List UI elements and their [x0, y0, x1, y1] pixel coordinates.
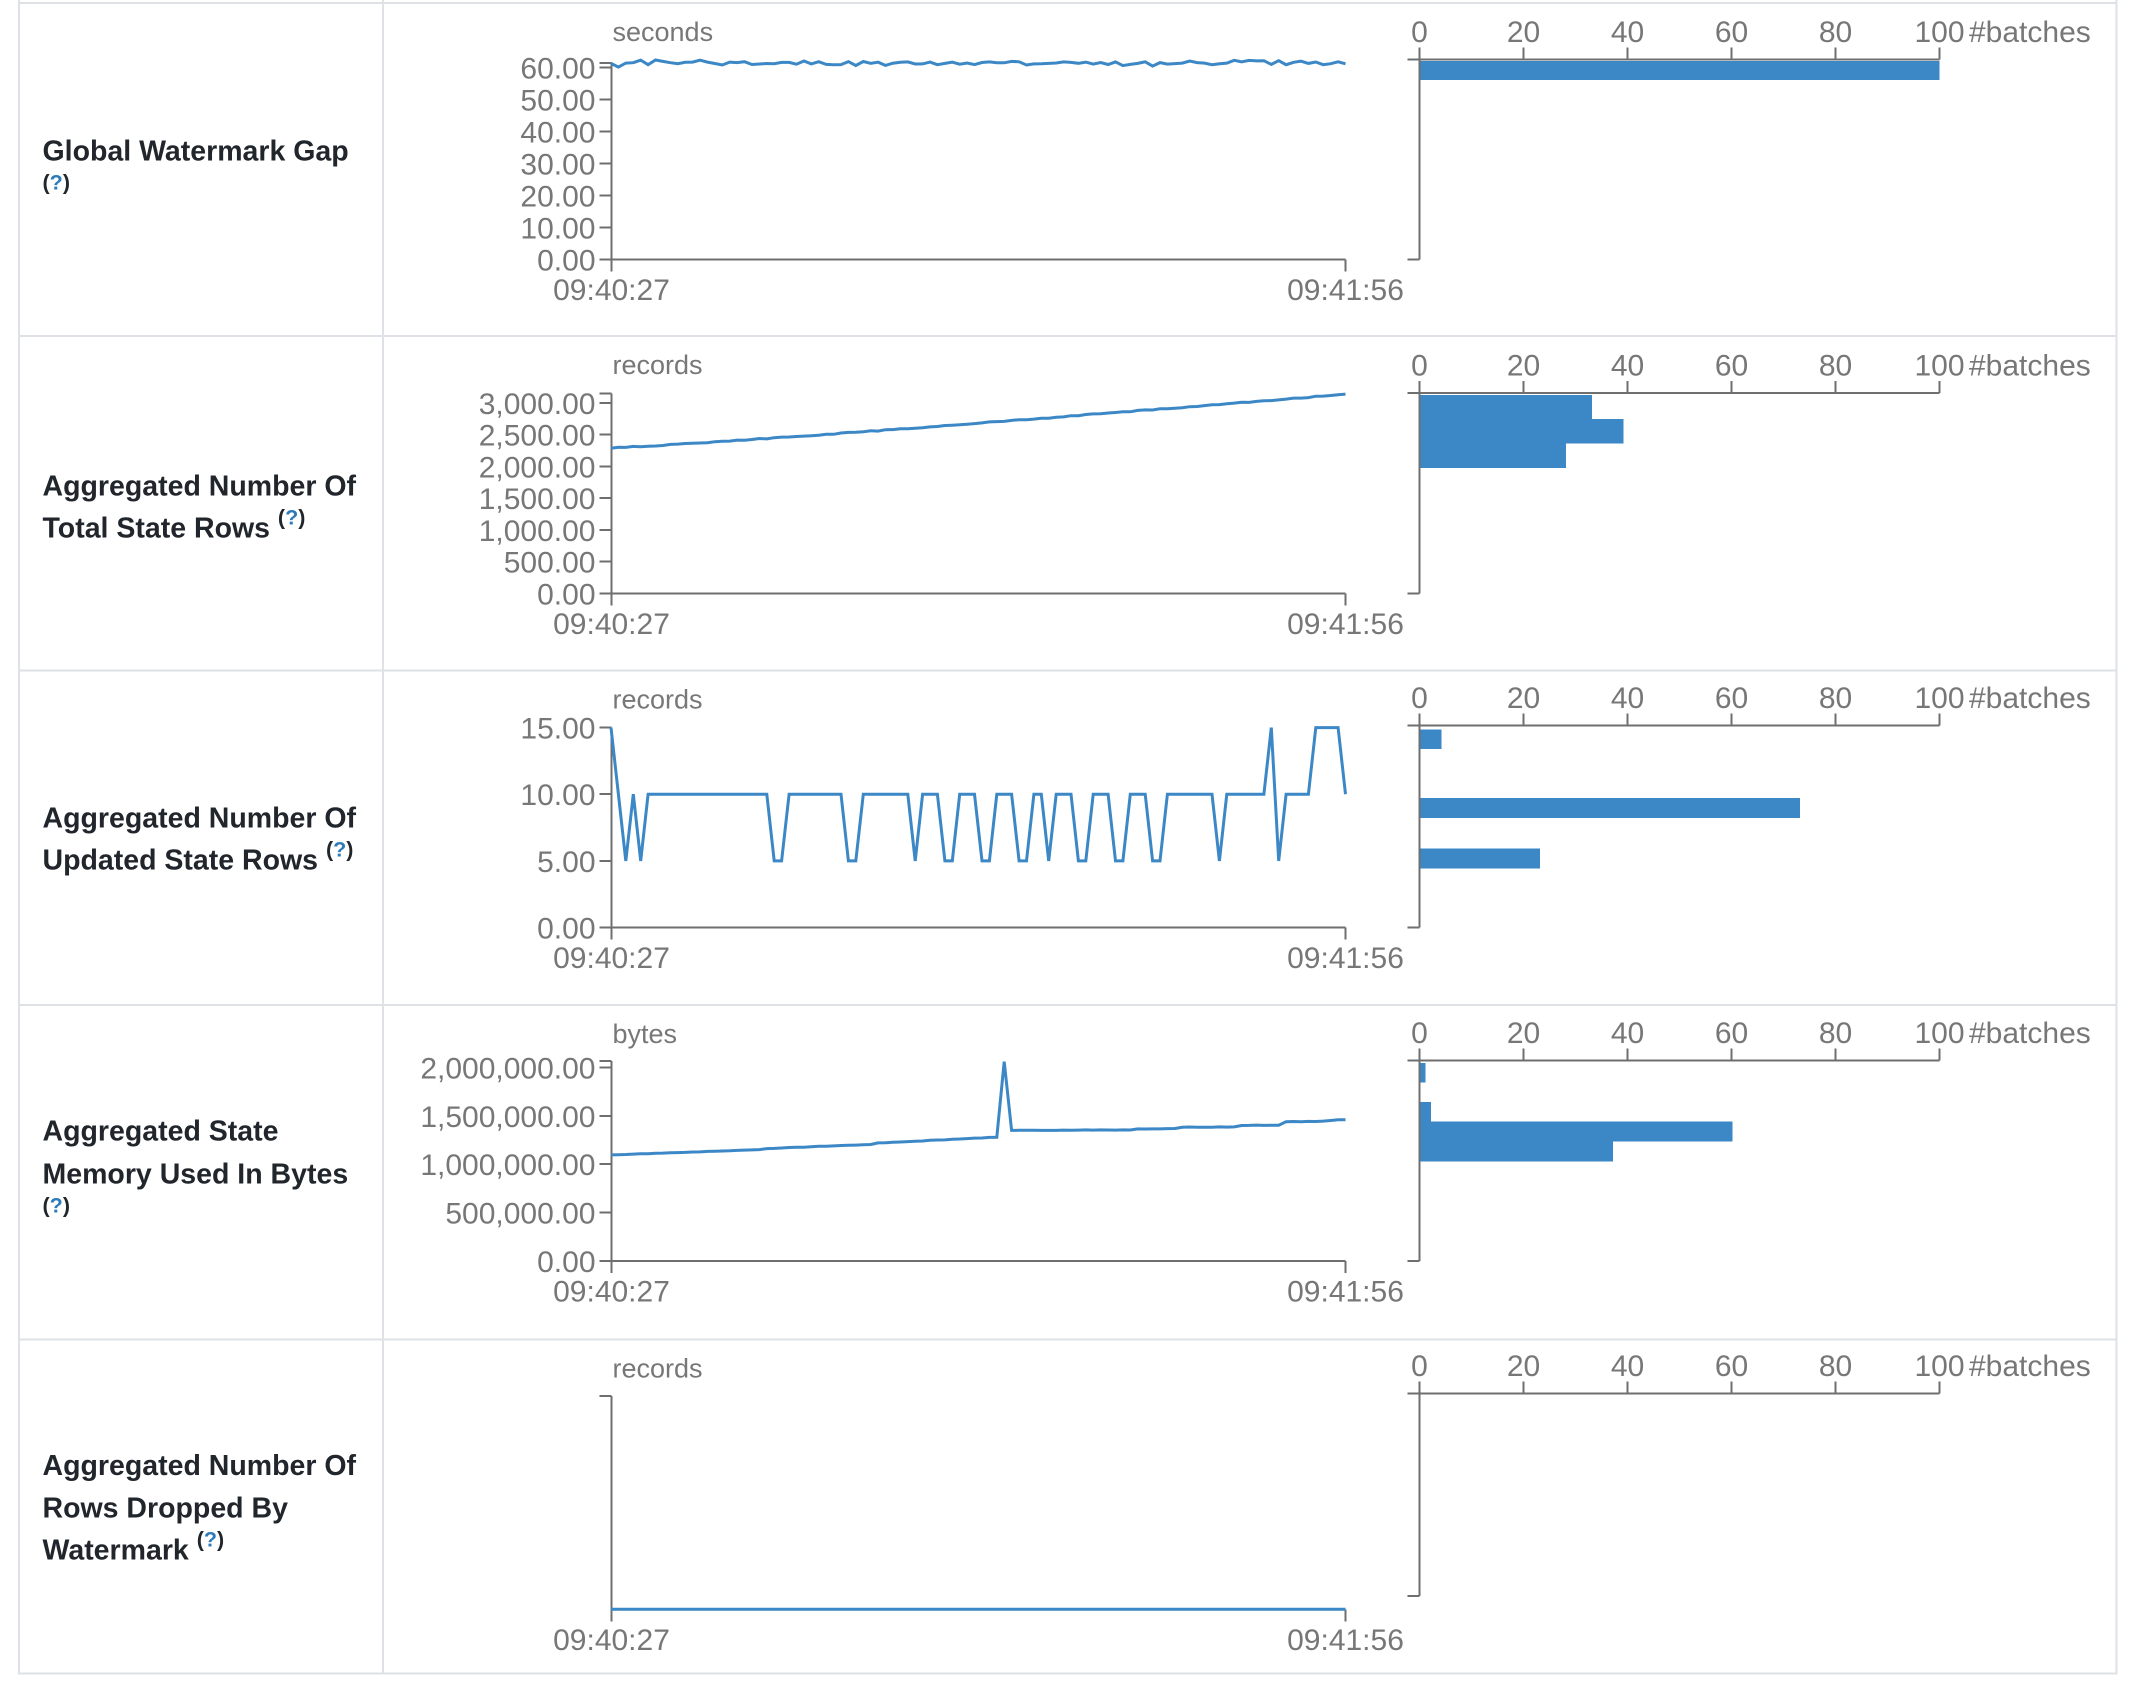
svg-text:100: 100: [1914, 1017, 1964, 1050]
svg-text:10.00: 10.00: [520, 779, 595, 812]
svg-text:1,000,000.00: 1,000,000.00: [420, 1149, 595, 1182]
svg-text:1,000.00: 1,000.00: [479, 515, 596, 548]
svg-text:0: 0: [1411, 1350, 1428, 1383]
svg-text:Watermark (?): Watermark (?): [43, 1527, 225, 1566]
svg-text:60: 60: [1715, 1350, 1748, 1383]
svg-text:0.00: 0.00: [537, 1246, 595, 1279]
svg-text:60: 60: [1715, 682, 1748, 715]
svg-text:09:40:27: 09:40:27: [553, 274, 670, 307]
svg-text:60.00: 60.00: [520, 53, 595, 86]
svg-text:0.00: 0.00: [537, 913, 595, 946]
svg-text:0: 0: [1411, 350, 1428, 383]
svg-text:2,000.00: 2,000.00: [479, 452, 596, 485]
svg-text:Aggregated Number Of: Aggregated Number Of: [43, 470, 357, 502]
svg-text:100: 100: [1914, 350, 1964, 383]
svg-text:seconds: seconds: [613, 17, 714, 47]
svg-text:Global Watermark Gap: Global Watermark Gap: [43, 136, 349, 168]
svg-text:80: 80: [1819, 16, 1852, 49]
svg-text:80: 80: [1819, 1017, 1852, 1050]
svg-text:#batches: #batches: [1969, 1017, 2091, 1050]
svg-text:Updated State Rows (?): Updated State Rows (?): [43, 838, 354, 877]
svg-text:09:40:27: 09:40:27: [553, 1624, 670, 1657]
svg-text:Aggregated Number Of: Aggregated Number Of: [43, 803, 357, 835]
svg-text:2,500.00: 2,500.00: [479, 420, 596, 453]
svg-text:(?): (?): [43, 1194, 70, 1218]
svg-text:09:41:56: 09:41:56: [1287, 942, 1404, 975]
svg-text:50.00: 50.00: [520, 85, 595, 118]
svg-text:20: 20: [1507, 1017, 1540, 1050]
svg-text:100: 100: [1914, 1350, 1964, 1383]
svg-text:40: 40: [1611, 682, 1644, 715]
svg-text:1,500.00: 1,500.00: [479, 483, 596, 516]
svg-text:40.00: 40.00: [520, 117, 595, 150]
svg-text:80: 80: [1819, 1350, 1852, 1383]
svg-text:40: 40: [1611, 1017, 1644, 1050]
svg-text:5.00: 5.00: [537, 846, 595, 879]
svg-text:09:41:56: 09:41:56: [1287, 1624, 1404, 1657]
svg-text:#batches: #batches: [1969, 1350, 2091, 1383]
svg-text:09:41:56: 09:41:56: [1287, 1276, 1404, 1309]
svg-text:records: records: [613, 685, 703, 715]
svg-text:40: 40: [1611, 1350, 1644, 1383]
svg-text:30.00: 30.00: [520, 149, 595, 182]
svg-text:0.00: 0.00: [537, 578, 595, 611]
svg-text:40: 40: [1611, 16, 1644, 49]
svg-text:500.00: 500.00: [504, 547, 596, 580]
svg-text:1,500,000.00: 1,500,000.00: [420, 1101, 595, 1134]
svg-text:60: 60: [1715, 350, 1748, 383]
svg-text:09:40:27: 09:40:27: [553, 608, 670, 641]
svg-text:09:40:27: 09:40:27: [553, 942, 670, 975]
svg-text:0: 0: [1411, 1017, 1428, 1050]
svg-text:60: 60: [1715, 1017, 1748, 1050]
svg-text:Aggregated Number Of: Aggregated Number Of: [43, 1450, 357, 1482]
svg-text:records: records: [613, 350, 703, 380]
svg-text:Total State Rows (?): Total State Rows (?): [43, 506, 306, 545]
svg-text:20: 20: [1507, 16, 1540, 49]
svg-text:80: 80: [1819, 350, 1852, 383]
svg-text:20.00: 20.00: [520, 181, 595, 214]
svg-text:2,000,000.00: 2,000,000.00: [420, 1052, 595, 1085]
svg-text:Memory Used In Bytes: Memory Used In Bytes: [43, 1159, 349, 1191]
svg-text:Rows Dropped By: Rows Dropped By: [43, 1492, 289, 1524]
svg-text:20: 20: [1507, 682, 1540, 715]
svg-text:80: 80: [1819, 682, 1852, 715]
svg-text:bytes: bytes: [613, 1019, 678, 1049]
svg-text:40: 40: [1611, 350, 1644, 383]
svg-text:20: 20: [1507, 350, 1540, 383]
svg-text:(?): (?): [43, 171, 70, 195]
svg-text:09:40:27: 09:40:27: [553, 1276, 670, 1309]
svg-text:100: 100: [1914, 16, 1964, 49]
svg-text:0: 0: [1411, 16, 1428, 49]
svg-text:10.00: 10.00: [520, 213, 595, 246]
svg-text:0.00: 0.00: [537, 245, 595, 278]
svg-text:500,000.00: 500,000.00: [445, 1198, 595, 1231]
svg-text:60: 60: [1715, 16, 1748, 49]
svg-text:#batches: #batches: [1969, 16, 2091, 49]
svg-text:15.00: 15.00: [520, 713, 595, 746]
svg-text:09:41:56: 09:41:56: [1287, 274, 1404, 307]
svg-text:3,000.00: 3,000.00: [479, 388, 596, 421]
svg-text:100: 100: [1914, 682, 1964, 715]
svg-text:Aggregated State: Aggregated State: [43, 1115, 279, 1147]
svg-text:20: 20: [1507, 1350, 1540, 1383]
svg-text:09:41:56: 09:41:56: [1287, 608, 1404, 641]
svg-text:0: 0: [1411, 682, 1428, 715]
svg-text:#batches: #batches: [1969, 350, 2091, 383]
svg-text:records: records: [613, 1354, 703, 1384]
svg-text:#batches: #batches: [1969, 682, 2091, 715]
